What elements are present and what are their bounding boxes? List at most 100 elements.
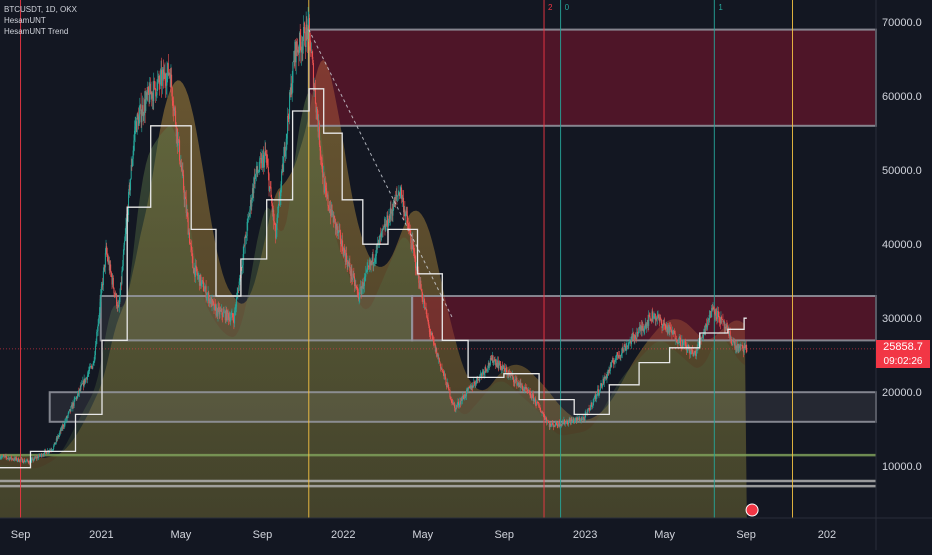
candle-body <box>449 389 451 398</box>
candle-body <box>358 298 360 300</box>
candle-body <box>163 69 165 79</box>
candle-body <box>418 272 420 283</box>
candle-body <box>168 73 170 76</box>
candle-body <box>500 365 502 370</box>
candle-body <box>43 454 45 456</box>
candle-body <box>602 378 604 385</box>
candle-body <box>414 256 416 269</box>
candle-body <box>497 360 499 367</box>
candle-body <box>646 320 648 325</box>
candle-body <box>632 333 634 335</box>
candle-body <box>64 421 66 426</box>
candle-body <box>522 387 524 391</box>
candle-body <box>733 341 735 343</box>
candle-body <box>697 341 699 347</box>
candle-body <box>369 261 371 267</box>
candle-body <box>157 75 159 81</box>
candle-body <box>425 307 427 310</box>
candle-body <box>564 420 566 425</box>
candle-body <box>67 415 69 419</box>
candle-body <box>707 319 709 321</box>
x-tick-label: May <box>654 529 675 541</box>
candle-body <box>218 306 220 308</box>
candle-body <box>4 455 6 457</box>
candle-body <box>249 199 251 210</box>
candle-body <box>202 280 204 282</box>
candle-body <box>263 155 265 168</box>
y-tick-label: 50000.0 <box>882 165 922 177</box>
indicator-label-1[interactable]: HesamUNT <box>4 16 46 25</box>
candle-body <box>283 147 285 157</box>
candle-body <box>491 355 493 361</box>
candle-body <box>497 360 499 368</box>
candle-body <box>616 352 618 356</box>
candle-body <box>513 377 515 382</box>
candle-body <box>514 379 516 384</box>
candle-body <box>457 401 459 405</box>
candle-body <box>102 284 104 286</box>
candle-body <box>332 214 334 216</box>
candle-body <box>620 355 622 357</box>
x-tick-label: 2023 <box>573 529 597 541</box>
candle-body <box>247 218 249 222</box>
candle-body <box>534 398 536 404</box>
candle-body <box>703 328 705 334</box>
candle-body <box>593 398 595 403</box>
candle-body <box>377 239 379 244</box>
candle-body <box>431 332 433 336</box>
candle-body <box>351 268 353 280</box>
candle-body <box>250 199 252 207</box>
candle-body <box>386 215 388 226</box>
candle-body <box>219 310 221 315</box>
candle-body <box>216 308 218 316</box>
candle-body <box>139 104 141 109</box>
candle-body <box>91 366 93 369</box>
candle-body <box>476 376 478 380</box>
candle-body <box>287 115 289 134</box>
candle-body <box>467 387 469 390</box>
indicator-label-2[interactable]: HesamUNT Trend <box>4 27 69 36</box>
candle-body <box>302 41 304 50</box>
candle-body <box>462 396 464 401</box>
candle-body <box>350 270 352 276</box>
candle-body <box>350 268 352 276</box>
candle-body <box>51 450 53 451</box>
candle-body <box>264 150 266 156</box>
candle-body <box>564 423 566 425</box>
candle-body <box>503 365 505 369</box>
candle-body <box>135 121 137 127</box>
candle-body <box>715 308 717 316</box>
candle-body <box>93 361 95 362</box>
candle-body <box>200 281 202 286</box>
candle-body <box>585 412 587 415</box>
x-tick-label: Sep <box>253 529 273 541</box>
candle-body <box>475 383 477 385</box>
candle-body <box>295 41 297 63</box>
candle-body <box>224 311 226 321</box>
candle-body <box>359 286 361 288</box>
candle-body <box>50 449 52 451</box>
symbol-line[interactable]: BTCUSDT, 1D, OKX <box>4 5 77 14</box>
candle-body <box>740 344 742 346</box>
candle-body <box>297 49 299 53</box>
candle-body <box>324 185 326 193</box>
candle-body <box>519 382 521 388</box>
candle-body <box>646 324 648 328</box>
candle-body <box>316 109 318 113</box>
candle-body <box>86 375 88 380</box>
candle-body <box>424 301 426 309</box>
candle-body <box>648 314 650 326</box>
candle-body <box>125 226 127 234</box>
candle-body <box>218 307 220 315</box>
candle-body <box>689 351 691 355</box>
candle-body <box>573 419 575 423</box>
candle-body <box>559 424 561 427</box>
candle-body <box>702 334 704 338</box>
candle-body <box>383 224 385 227</box>
candle-body <box>542 412 544 414</box>
candle-body <box>43 451 45 456</box>
candle-body <box>175 124 177 137</box>
